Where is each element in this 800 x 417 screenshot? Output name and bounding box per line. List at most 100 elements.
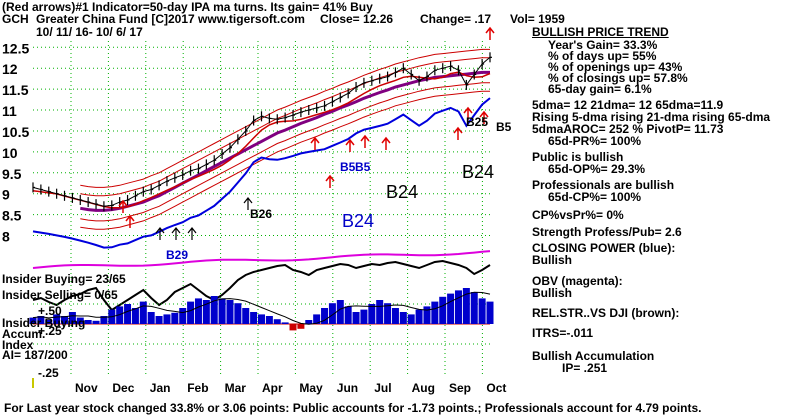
month-label: Jan: [150, 381, 171, 395]
price-tick-label: 12.5: [2, 40, 29, 56]
signal-b24-mid: B24: [386, 182, 419, 202]
month-label: Nov: [75, 381, 98, 395]
price-candles: [32, 52, 492, 212]
change-value: Change= .17: [420, 12, 492, 26]
lower-panel: [32, 97, 491, 312]
price-tick-labels: 12.5 12 11.5 11 10.5 10 9.5 9 8.5 8: [2, 40, 29, 244]
footer-summary: For Last year stock changed 33.8% or 3.0…: [4, 401, 702, 415]
rp-cpvspr: CP%vsPr%= 0%: [532, 208, 624, 222]
rp-closings-up: % of closings up= 57.8%: [548, 71, 688, 85]
black-arrow: [187, 227, 197, 240]
price-tick-label: 10: [2, 145, 18, 161]
rp-dma: 5dma= 12 21dma= 12 65dma=11.9: [532, 98, 724, 112]
lower-band-outer: [80, 90, 490, 230]
tick-plus-50: +.50: [38, 304, 62, 318]
signal-b29: B29: [166, 248, 189, 262]
ai-label: AI= 187/200: [2, 348, 68, 362]
price-tick-label: 9.5: [2, 166, 22, 182]
rp-relstr: REL.STR..VS DJI (brown):: [532, 306, 680, 320]
red-arrow: [125, 214, 135, 228]
price-tick-label: 12: [2, 61, 18, 77]
trend-title: BULLISH PRICE TREND: [532, 25, 669, 39]
rp-obv-bullish: Bullish: [532, 286, 573, 300]
rp-public: Public is bullish: [532, 150, 624, 164]
red-arrow: [118, 199, 128, 213]
red-arrow: [485, 26, 495, 40]
red-arrow: [360, 134, 370, 148]
red-arrow: [479, 110, 489, 124]
price-grid: [32, 41, 490, 388]
rp-year-gain: Year's Gain= 33.3%: [548, 38, 658, 52]
month-labels: Nov Dec Jan Feb Mar Apr May Jun Jul Aug Sep Oct: [75, 381, 506, 395]
month-label: Sep: [449, 381, 471, 395]
signal-b5a: B5: [340, 160, 356, 174]
signal-b26: B26: [250, 207, 273, 221]
price-tick-label: 11.5: [2, 82, 29, 98]
month-label: Oct: [486, 381, 506, 395]
red-arrow: [453, 126, 463, 140]
price-bands: [32, 48, 491, 230]
rp-days-up: % of days up= 55%: [548, 49, 657, 63]
rp-itrs: ITRS=-.011: [532, 326, 594, 340]
price-tick-label: 10.5: [2, 124, 29, 140]
accumulation-avg-line: [32, 291, 491, 325]
signal-b24-blue: B24: [342, 211, 375, 231]
signal-arrows: [118, 26, 495, 240]
rp-cp: 65d-CP%= 100%: [548, 190, 642, 204]
rp-65day-gain: 65-day gain= 6.1%: [548, 82, 652, 96]
obv-line: [32, 259, 491, 312]
month-label: Mar: [225, 381, 247, 395]
rp-professionals: Professionals are bullish: [532, 178, 675, 192]
accum-label: Accum.: [2, 327, 46, 341]
closing-power-line: [32, 97, 491, 249]
header-line1: (Red arrows)#1 Indicator=50-day IPA ma t…: [2, 0, 373, 14]
volume-value: Vol= 1959: [510, 12, 565, 26]
fund-name: Greater China Fund [C]2017 www.tigersoft…: [36, 12, 305, 26]
rp-aroc: 5dmaAROC= 252 % PivotP= 11.73: [532, 122, 724, 136]
price-tick-label: 11: [2, 103, 17, 119]
red-arrow: [325, 174, 335, 188]
lower-band-inner: [80, 82, 490, 222]
insider-buying-ratio: Insider Buying= 23/65: [2, 272, 126, 286]
ticker-label: GCH: [2, 12, 29, 26]
month-label: May: [299, 381, 323, 395]
red-arrow: [310, 136, 320, 150]
signal-b5b: B5: [355, 160, 371, 174]
tick-minus-25: -.25: [38, 366, 59, 380]
accumulation-bars: [29, 288, 494, 345]
signal-b25: B25: [466, 115, 489, 129]
insider-buying-label: Insider Buying: [2, 316, 86, 330]
rp-strength: Strength Profess/Pub= 2.6: [532, 225, 682, 239]
upper-band-outer: [80, 48, 490, 188]
month-label: Dec: [112, 381, 134, 395]
red-arrow: [345, 138, 355, 152]
month-label: Aug: [412, 381, 435, 395]
ma65-line: [80, 70, 490, 212]
price-tick-label: 8.5: [2, 208, 22, 224]
rp-openings-up: % of openings up= 43%: [548, 60, 683, 74]
month-label: Jun: [337, 381, 358, 395]
tick-plus-25: +.25: [38, 324, 62, 338]
rp-cp-bullish: Bullish: [532, 253, 573, 267]
rp-accum: Bullish Accumulation: [532, 349, 655, 363]
rp-closing-power: CLOSING POWER (blue):: [532, 241, 676, 255]
black-arrow: [155, 227, 165, 240]
obv-magenta-line: [32, 250, 491, 269]
price-line: [32, 56, 491, 207]
month-label: Apr: [262, 381, 283, 395]
signal-b5c: B5: [496, 120, 512, 134]
rp-rising: Rising 5-dma rising 21-dma rising 65-dma: [532, 110, 771, 124]
rp-ip: IP= .251: [562, 361, 608, 375]
black-arrow: [243, 197, 253, 210]
black-arrow: [171, 227, 181, 240]
red-arrow: [381, 136, 391, 150]
price-tick-label: 8: [2, 229, 10, 245]
month-label: Feb: [187, 381, 208, 395]
insider-selling-ratio: Insider Selling= 0/65: [2, 288, 118, 302]
red-arrow: [463, 106, 473, 120]
price-tick-label: 9: [2, 187, 10, 203]
rp-op: 65d-OP%= 29.3%: [548, 162, 646, 176]
signal-b24-black: B24: [462, 162, 495, 182]
